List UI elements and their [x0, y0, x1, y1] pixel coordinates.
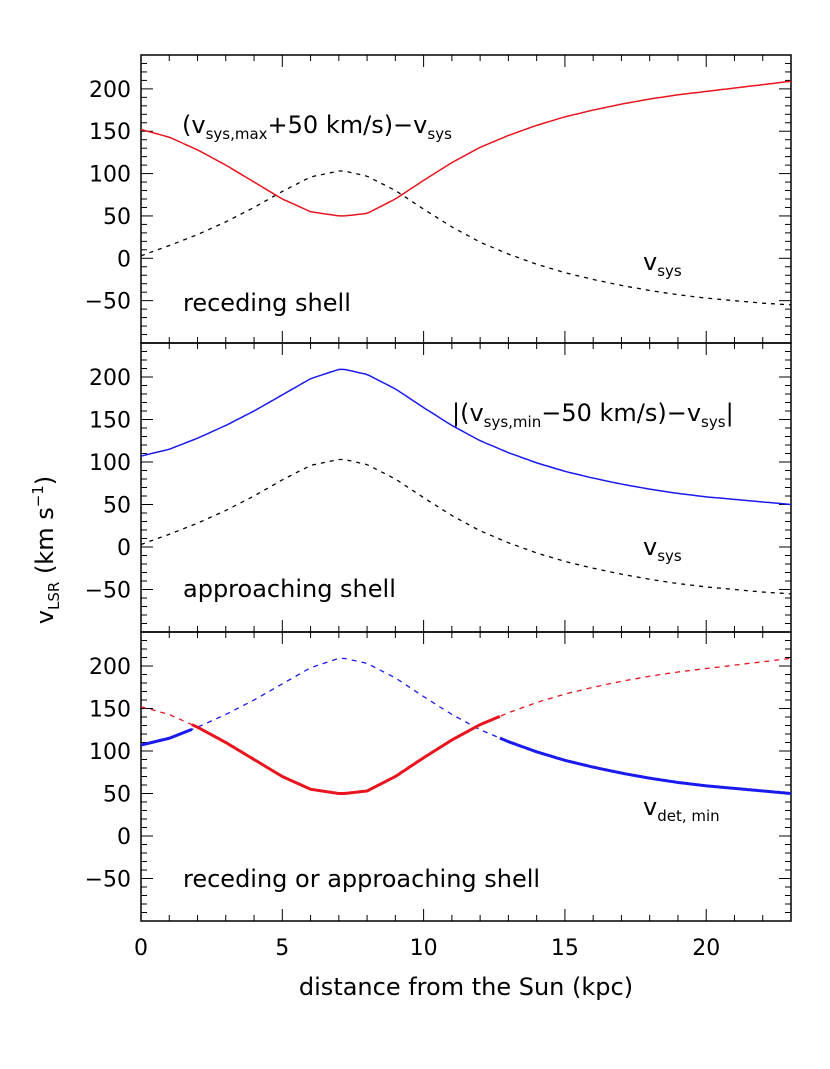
panel-2-curve-label: vdet, min — [643, 793, 720, 825]
y-tick-label: −50 — [85, 579, 131, 604]
vsys-dashed-line — [140, 170, 792, 306]
y-tick-label: 50 — [103, 494, 131, 519]
y-tick-label: 200 — [89, 78, 131, 103]
panel-0-vsys-label: vsys — [643, 248, 682, 280]
y-tick-labels: −50 0 50 100 150 200 −50 0 50 100 150 200 −50 0 50 100 1… — [85, 78, 131, 893]
y-tick-label: 0 — [117, 536, 131, 561]
y-tick-label: 100 — [89, 163, 131, 188]
x-tick-label: 5 — [275, 936, 289, 961]
svg-text:vLSR (km s−1): vLSR (km s−1) — [29, 476, 63, 624]
y-axis-title-sub: LSR — [45, 582, 63, 610]
x-tick-label: 10 — [410, 936, 438, 961]
panel-0-curve-label: (vsys,max+50 km/s)−vsys — [182, 111, 452, 143]
y-axis-title-unit: (km s — [31, 507, 59, 581]
vdet-min-red-middle — [191, 714, 501, 795]
x-tick-labels: 0 5 10 15 20 — [134, 936, 720, 961]
x-tick-label: 0 — [134, 936, 148, 961]
y-tick-label: 100 — [89, 740, 131, 765]
y-tick-label: 200 — [89, 655, 131, 680]
panel-1-curve-label: |(vsys,min−50 km/s)−vsys| — [452, 399, 734, 431]
x-tick-label: 15 — [551, 936, 579, 961]
y-axis-title-unit-sup: −1 — [29, 485, 47, 507]
panel-combined — [140, 631, 792, 922]
y-tick-label: −50 — [85, 290, 131, 315]
vdet-min-blue-left — [140, 727, 193, 747]
y-tick-label: 150 — [89, 120, 131, 145]
receding-dashed-curve — [140, 657, 792, 795]
approaching-dashed-curve — [140, 657, 792, 795]
panel-1-vsys-label: vsys — [643, 533, 682, 565]
approaching-curve — [140, 368, 792, 506]
y-axis-title: vLSR (km s−1) — [29, 476, 63, 624]
y-tick-label: 150 — [89, 409, 131, 434]
y-tick-label: 0 — [117, 247, 131, 272]
y-tick-label: 0 — [117, 825, 131, 850]
x-axis-title: distance from the Sun (kpc) — [299, 973, 633, 1001]
y-tick-label: 200 — [89, 366, 131, 391]
y-tick-label: 150 — [89, 698, 131, 723]
y-tick-label: 100 — [89, 451, 131, 476]
y-tick-label: 50 — [103, 205, 131, 230]
vdet-min-blue-right — [499, 736, 792, 795]
x-tick-label: 20 — [692, 936, 720, 961]
panel-1-label: approaching shell — [183, 575, 396, 603]
panel-2-label: receding or approaching shell — [183, 865, 540, 893]
panel-approaching — [140, 342, 792, 633]
y-axis-title-unit-close: ) — [31, 476, 59, 485]
panel-0-label: receding shell — [183, 289, 351, 317]
receding-curve — [140, 80, 792, 217]
y-axis-title-v: v — [31, 610, 59, 624]
y-tick-label: 50 — [103, 783, 131, 808]
vsys-dashed-line — [140, 458, 792, 595]
y-tick-label: −50 — [85, 868, 131, 893]
